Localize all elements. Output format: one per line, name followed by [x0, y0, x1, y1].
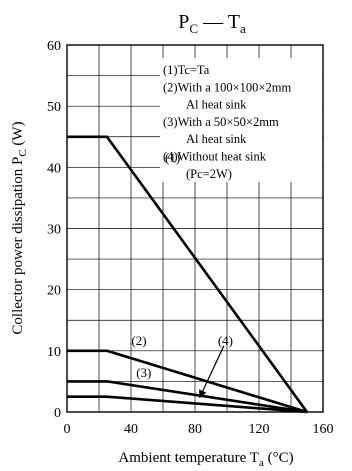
y-tick-label: 0 [54, 406, 61, 421]
chart-title: PC — Ta [178, 11, 246, 36]
x-axis-label-unit: (°C) [264, 450, 294, 466]
legend-line: (Pc=2W) [186, 167, 232, 181]
title-var: T [228, 11, 240, 33]
series-line-2 [67, 349, 308, 414]
curve-label: (4) [218, 333, 233, 348]
legend-line: Al heat sink [186, 132, 247, 146]
legend-background [160, 58, 322, 182]
y-axis-label-subscript: C [17, 149, 29, 156]
y-tick-label: 40 [47, 161, 61, 176]
legend-line: (4)Without heat sink [163, 150, 267, 164]
x-tick-label: 80 [188, 422, 202, 437]
y-tick-label: 30 [47, 223, 61, 238]
series-group [67, 135, 309, 414]
legend-line: Al heat sink [186, 98, 247, 112]
y-tick-label: 10 [47, 345, 61, 360]
y-axis-label-text: Collector power dissipation P [10, 157, 26, 335]
series-line-3 [67, 380, 308, 414]
tick-labels: 0 40 80 120 160 0 10 20 30 40 50 60 [47, 39, 334, 437]
title-main-subscript: C [189, 21, 198, 36]
curve-label: (3) [136, 365, 151, 380]
y-axis-label: Collector power dissipation PC (W) [10, 121, 29, 334]
x-axis-label-text: Ambient temperature T [118, 450, 259, 466]
legend-line: (3)With a 50×50×2mm [163, 115, 279, 129]
curve-label: (1) [165, 150, 180, 165]
series-line-1 [67, 135, 309, 413]
x-tick-label: 160 [313, 422, 334, 437]
x-tick-label: 0 [64, 422, 71, 437]
curve-label: (2) [131, 333, 146, 348]
title-main: P [178, 11, 189, 33]
title-separator: — [198, 11, 228, 33]
x-axis-label: Ambient temperature Ta (°C) [118, 450, 293, 469]
series-line-4 [67, 395, 308, 414]
legend-line: (2)With a 100×100×2mm [163, 80, 291, 94]
x-tick-label: 40 [124, 422, 138, 437]
annotation-arrow [199, 345, 225, 399]
y-axis-label-unit: (W) [10, 121, 26, 149]
legend: (1)Tc=Ta (2)With a 100×100×2mm Al heat sin… [160, 58, 322, 182]
y-tick-label: 50 [47, 100, 61, 115]
x-axis-label-subscript: a [259, 457, 264, 469]
x-tick-label: 120 [249, 422, 270, 437]
y-tick-label: 20 [47, 284, 61, 299]
legend-line: (1)Tc=Ta [163, 63, 210, 77]
curve-labels: (1) (2) (3) (4) [131, 150, 233, 399]
plot-frame [66, 44, 324, 413]
y-tick-label: 60 [47, 39, 61, 54]
title-var-subscript: a [240, 21, 246, 36]
